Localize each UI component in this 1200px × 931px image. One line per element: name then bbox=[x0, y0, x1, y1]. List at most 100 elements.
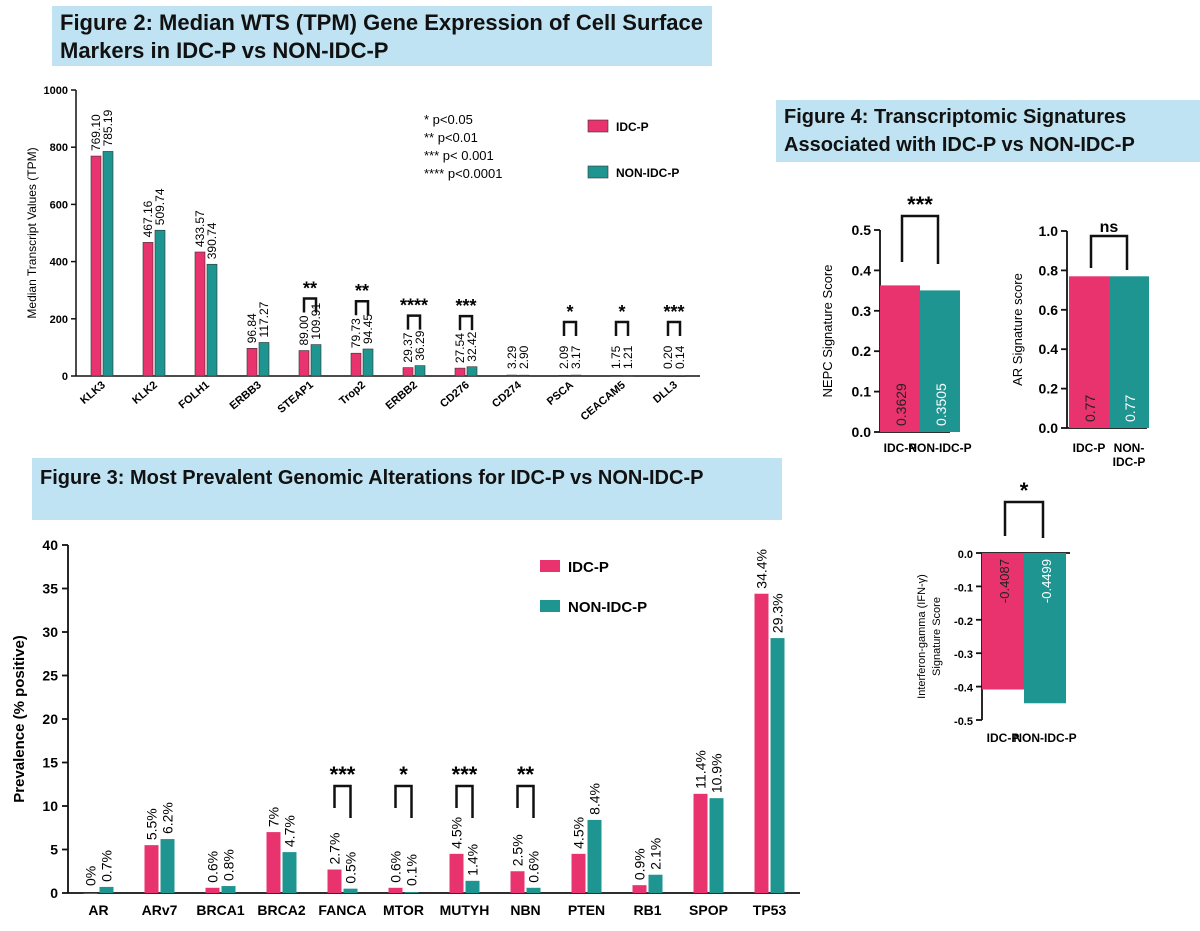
bar-non-NBN bbox=[526, 887, 541, 893]
x-tick-label: NON- bbox=[1114, 441, 1145, 455]
bar-idc-ARv7 bbox=[144, 845, 159, 893]
value-label: 94.45 bbox=[361, 314, 375, 344]
value-label: 0.77 bbox=[1082, 395, 1098, 422]
y-tick-label: 25 bbox=[42, 668, 58, 684]
y-tick-label: 0.6 bbox=[1039, 302, 1059, 318]
bar-idc-MUTYH bbox=[449, 853, 464, 893]
y-tick-label: 200 bbox=[50, 314, 68, 326]
y-axis-title: Prevalence (% positive) bbox=[11, 635, 28, 803]
value-label: 509.74 bbox=[153, 188, 167, 225]
sig-FANCA-label: *** bbox=[330, 762, 356, 787]
y-tick-label: -0.1 bbox=[954, 582, 973, 594]
sig-NBN-bracket bbox=[516, 784, 535, 818]
y-tick-label: 0.4 bbox=[852, 262, 872, 278]
sig-MUTYH-label: *** bbox=[452, 762, 478, 787]
value-label: 0.7% bbox=[99, 850, 115, 882]
bar-non-MUTYH bbox=[465, 880, 480, 893]
x-tick-label: TP53 bbox=[753, 902, 787, 918]
value-label: 5.5% bbox=[144, 808, 160, 840]
y-tick-label: 10 bbox=[42, 798, 58, 814]
bar-idc-TP53 bbox=[754, 593, 769, 893]
value-label: 390.74 bbox=[205, 222, 219, 259]
value-label: 34.4% bbox=[754, 549, 770, 589]
bar-idc-CD276 bbox=[454, 367, 466, 377]
value-label: 3.29 bbox=[505, 345, 519, 369]
value-label: 1.75 bbox=[609, 345, 623, 369]
legend-label: NON-IDC-P bbox=[568, 599, 647, 616]
sig-CEACAM5-bracket bbox=[614, 320, 630, 336]
sig-NBN-label: ** bbox=[517, 762, 535, 787]
value-label: 0.6% bbox=[205, 851, 221, 883]
sig-nepc-bracket bbox=[900, 214, 940, 264]
sig-ERBB2-label: **** bbox=[400, 296, 428, 316]
sig-ERBB2-bracket bbox=[406, 314, 422, 330]
y-tick-label: 30 bbox=[42, 624, 58, 640]
y-tick-label: 1000 bbox=[44, 85, 68, 97]
x-tick-label: IDC-P bbox=[987, 731, 1020, 745]
bar-non-PSCA bbox=[570, 374, 582, 377]
value-label: 4.5% bbox=[449, 817, 465, 849]
sig-PSCA-bracket bbox=[562, 320, 578, 336]
y-tick-label: 15 bbox=[42, 755, 58, 771]
bar-non bbox=[1109, 276, 1149, 428]
value-label: 89.00 bbox=[297, 315, 311, 345]
sig-ar-bracket bbox=[1089, 234, 1129, 270]
x-tick-label: MTOR bbox=[383, 902, 424, 918]
y-tick-label: 0 bbox=[62, 371, 68, 383]
bar-idc bbox=[1069, 276, 1109, 428]
legend-label: IDC-P bbox=[568, 559, 609, 576]
bar-non-ERBB3 bbox=[258, 342, 270, 377]
value-label: 433.57 bbox=[193, 210, 207, 247]
bar-non-ERBB2 bbox=[414, 365, 426, 377]
sig-PSCA-label: * bbox=[566, 302, 573, 322]
value-label: 4.5% bbox=[571, 817, 587, 849]
y-axis-title-line: Interferon-gamma (IFN-γ) bbox=[916, 574, 928, 699]
y-axis-title-line: AR Signature score bbox=[1010, 273, 1025, 386]
value-label: 7% bbox=[266, 807, 282, 827]
sig-ar-label: ns bbox=[1100, 219, 1119, 236]
sig-CD276-label: *** bbox=[455, 296, 476, 316]
bar-non-KLK2 bbox=[154, 229, 166, 377]
value-label: 27.54 bbox=[453, 333, 467, 363]
value-label: 0.9% bbox=[632, 848, 648, 880]
significance-key: * p<0.05 bbox=[424, 112, 473, 127]
bar-non-Trop2 bbox=[362, 348, 374, 377]
value-label: 109.91 bbox=[309, 303, 323, 340]
y-tick-label: 0.3 bbox=[852, 303, 872, 319]
value-label: 2.90 bbox=[517, 345, 531, 369]
legend-swatch-non bbox=[587, 165, 609, 179]
x-tick-label: NON-IDC-P bbox=[1013, 731, 1076, 745]
bar-idc-RB1 bbox=[632, 885, 647, 893]
sig-ifn-bracket bbox=[1003, 500, 1045, 538]
legend-label: NON-IDC-P bbox=[616, 166, 679, 180]
x-tick-label: AR bbox=[88, 902, 108, 918]
x-tick-label: NBN bbox=[510, 902, 540, 918]
bar-idc-AR bbox=[83, 893, 98, 894]
y-axis-title: AR Signature score bbox=[1010, 273, 1025, 386]
bar-non-KLK3 bbox=[102, 151, 114, 377]
bar-non-AR bbox=[99, 886, 114, 893]
bar-non-RB1 bbox=[648, 874, 663, 893]
sig-Trop2-bracket bbox=[354, 299, 370, 316]
sig-MTOR-label: * bbox=[399, 762, 408, 787]
bar-non-MTOR bbox=[404, 892, 419, 893]
y-tick-label: 0.0 bbox=[852, 424, 872, 440]
y-axis-title: Interferon-gamma (IFN-γ) Signature Score bbox=[916, 574, 943, 699]
value-label: 8.4% bbox=[587, 783, 603, 815]
legend-swatch-idc bbox=[540, 560, 560, 572]
value-label: 3.17 bbox=[569, 345, 583, 369]
sig-ifn-label: * bbox=[1020, 478, 1029, 503]
bar-non-BRCA2 bbox=[282, 852, 297, 893]
x-tick-label: SPOP bbox=[689, 902, 728, 918]
value-label: 32.42 bbox=[465, 331, 479, 361]
x-tick-label: BRCA2 bbox=[257, 902, 305, 918]
bar-idc-ERBB3 bbox=[246, 348, 258, 377]
value-label: 785.19 bbox=[101, 109, 115, 146]
value-label: 10.9% bbox=[709, 753, 725, 793]
y-tick-label: 0.8 bbox=[1039, 262, 1059, 278]
value-label: 2.09 bbox=[557, 345, 571, 369]
bar-idc-KLK3 bbox=[90, 155, 102, 377]
y-axis-title-line: Signature Score bbox=[931, 597, 943, 676]
x-tick-label: IDC-P bbox=[884, 441, 917, 455]
